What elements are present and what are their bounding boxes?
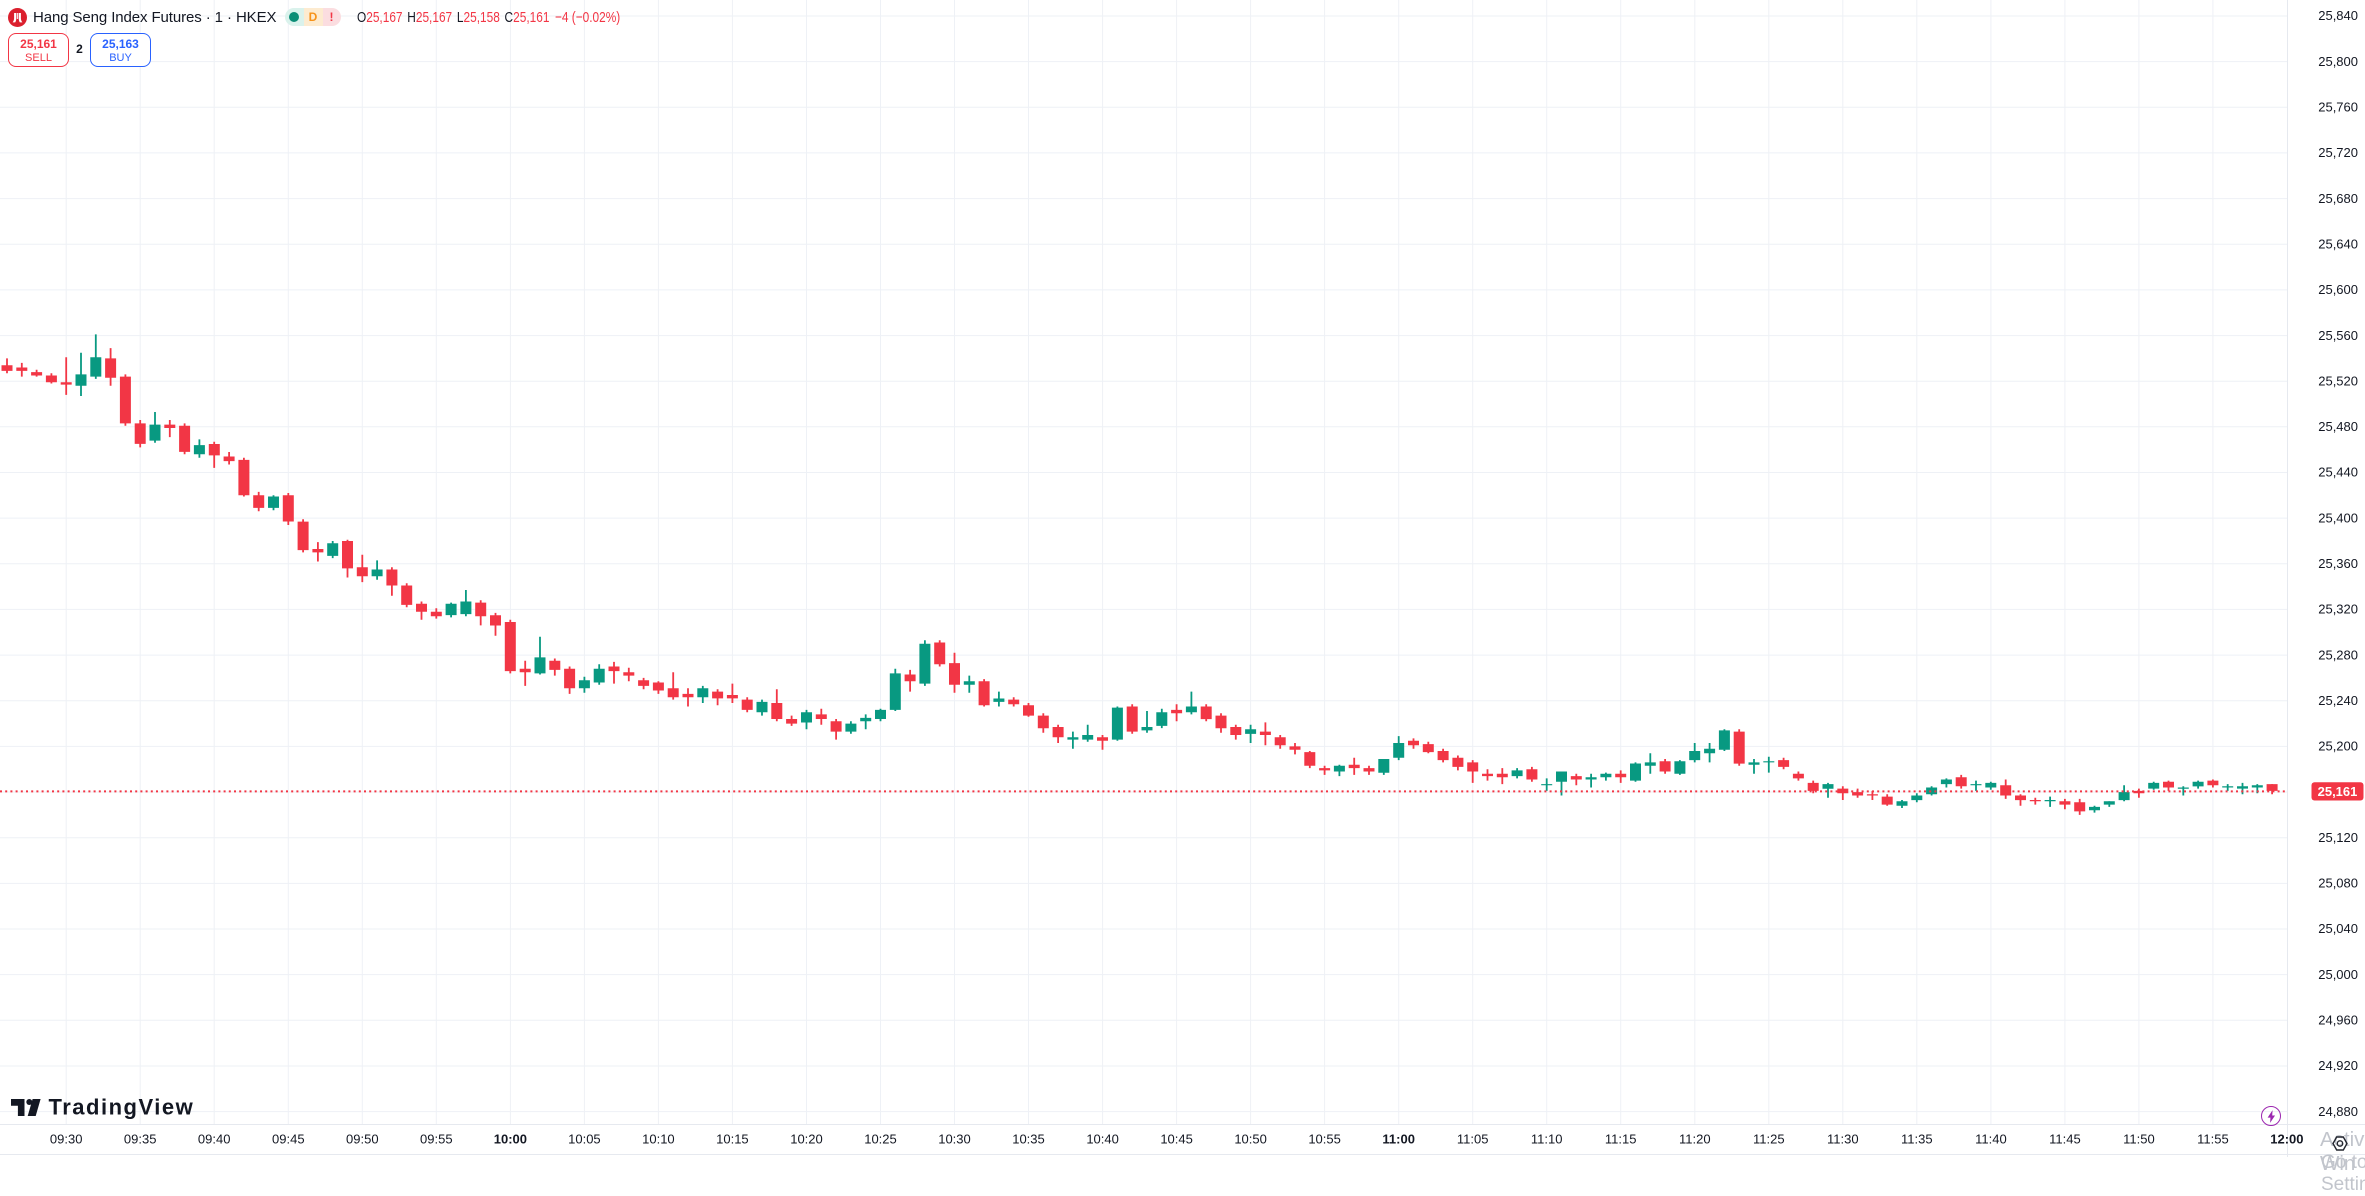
svg-text:25,760: 25,760 <box>2318 100 2358 115</box>
svg-text:25,080: 25,080 <box>2318 876 2358 891</box>
svg-text:25,480: 25,480 <box>2318 419 2358 434</box>
svg-text:10:10: 10:10 <box>642 1132 675 1147</box>
svg-text:10:35: 10:35 <box>1012 1132 1045 1147</box>
svg-text:25,600: 25,600 <box>2318 282 2358 297</box>
svg-text:25,280: 25,280 <box>2318 647 2358 662</box>
svg-text:25,800: 25,800 <box>2318 54 2358 69</box>
svg-text:11:15: 11:15 <box>1605 1132 1637 1147</box>
svg-text:24,960: 24,960 <box>2318 1013 2358 1028</box>
svg-text:25,000: 25,000 <box>2318 967 2358 982</box>
svg-text:25,840: 25,840 <box>2318 8 2358 23</box>
svg-text:25,520: 25,520 <box>2318 373 2358 388</box>
svg-text:09:55: 09:55 <box>420 1132 453 1147</box>
svg-text:11:40: 11:40 <box>1975 1132 2007 1147</box>
svg-text:10:40: 10:40 <box>1086 1132 1119 1147</box>
svg-text:10:30: 10:30 <box>938 1132 971 1147</box>
svg-text:09:30: 09:30 <box>50 1132 83 1147</box>
svg-text:24,920: 24,920 <box>2318 1058 2358 1073</box>
svg-text:11:50: 11:50 <box>2123 1132 2155 1147</box>
svg-text:09:40: 09:40 <box>198 1132 231 1147</box>
svg-text:09:45: 09:45 <box>272 1132 305 1147</box>
svg-text:25,040: 25,040 <box>2318 921 2358 936</box>
svg-text:25,320: 25,320 <box>2318 602 2358 617</box>
svg-text:09:35: 09:35 <box>124 1132 157 1147</box>
svg-text:25,360: 25,360 <box>2318 556 2358 571</box>
svg-text:10:50: 10:50 <box>1234 1132 1267 1147</box>
svg-text:10:05: 10:05 <box>568 1132 601 1147</box>
svg-text:25,120: 25,120 <box>2318 830 2358 845</box>
svg-text:11:05: 11:05 <box>1457 1132 1489 1147</box>
svg-text:10:20: 10:20 <box>790 1132 823 1147</box>
svg-text:12:00: 12:00 <box>2270 1132 2303 1147</box>
svg-text:25,200: 25,200 <box>2318 739 2358 754</box>
svg-text:25,400: 25,400 <box>2318 510 2358 525</box>
svg-text:10:55: 10:55 <box>1308 1132 1341 1147</box>
svg-text:11:25: 11:25 <box>1753 1132 1785 1147</box>
svg-text:TradingView: TradingView <box>49 1097 195 1119</box>
svg-text:11:55: 11:55 <box>2197 1132 2229 1147</box>
svg-text:25,240: 25,240 <box>2318 693 2358 708</box>
svg-text:09:50: 09:50 <box>346 1132 379 1147</box>
svg-text:25,720: 25,720 <box>2318 145 2358 160</box>
svg-text:11:00: 11:00 <box>1382 1132 1415 1147</box>
svg-text:25,161: 25,161 <box>2318 784 2358 799</box>
svg-text:11:45: 11:45 <box>2049 1132 2081 1147</box>
svg-text:10:45: 10:45 <box>1160 1132 1193 1147</box>
svg-text:10:00: 10:00 <box>494 1132 527 1147</box>
svg-text:11:10: 11:10 <box>1531 1132 1563 1147</box>
svg-text:11:30: 11:30 <box>1827 1132 1859 1147</box>
svg-text:11:35: 11:35 <box>1901 1132 1933 1147</box>
svg-text:25,560: 25,560 <box>2318 328 2358 343</box>
svg-text:24,880: 24,880 <box>2318 1104 2358 1119</box>
svg-text:11:20: 11:20 <box>1679 1132 1711 1147</box>
svg-text:25,440: 25,440 <box>2318 465 2358 480</box>
svg-text:10:15: 10:15 <box>716 1132 749 1147</box>
svg-text:25,680: 25,680 <box>2318 191 2358 206</box>
svg-text:25,640: 25,640 <box>2318 236 2358 251</box>
svg-text:10:25: 10:25 <box>864 1132 897 1147</box>
